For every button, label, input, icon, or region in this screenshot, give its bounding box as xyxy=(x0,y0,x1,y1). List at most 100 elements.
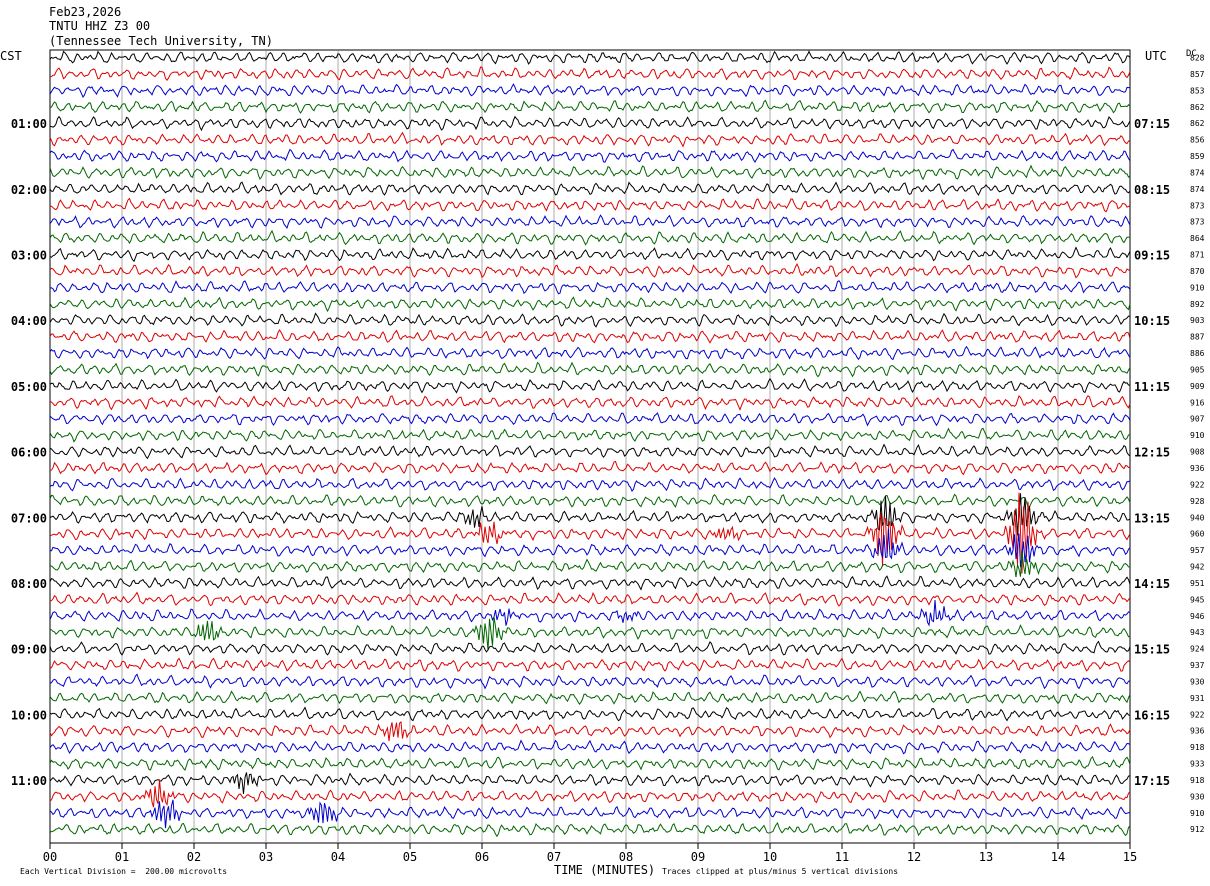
trace-line xyxy=(49,720,1131,741)
x-tick-label: 06 xyxy=(475,850,489,864)
trace-line xyxy=(49,131,1131,148)
x-tick-label: 15 xyxy=(1123,850,1137,864)
dc-offset-label: 887 xyxy=(1190,333,1205,342)
trace-line xyxy=(49,690,1131,706)
dc-offset-label: 931 xyxy=(1190,694,1205,703)
trace-line xyxy=(49,263,1131,279)
left-hour-label: 10:00 xyxy=(11,708,47,722)
station-location: (Tennessee Tech University, TN) xyxy=(49,34,273,48)
right-hour-label: 15:15 xyxy=(1134,643,1170,657)
trace-line xyxy=(49,412,1131,427)
right-hour-label: 14:15 xyxy=(1134,577,1170,591)
x-tick-label: 07 xyxy=(547,850,561,864)
right-hour-label: 13:15 xyxy=(1134,511,1170,525)
left-hour-label: 01:00 xyxy=(11,117,47,131)
left-hour-label: 08:00 xyxy=(11,577,47,591)
trace-line xyxy=(49,477,1131,492)
clip-note: Traces clipped at plus/minus 5 vertical … xyxy=(662,867,899,876)
dc-offset-label: 943 xyxy=(1190,628,1205,637)
x-tick-label: 09 xyxy=(691,850,705,864)
dc-offset-label: 930 xyxy=(1190,677,1205,686)
trace-line xyxy=(49,115,1131,132)
trace-line xyxy=(49,443,1131,460)
right-hour-label: 12:15 xyxy=(1134,446,1170,460)
trace-line xyxy=(49,599,1131,627)
dc-offset-label: 908 xyxy=(1190,448,1205,457)
trace-line xyxy=(49,591,1131,607)
x-tick-label: 10 xyxy=(763,850,777,864)
left-hour-label: 04:00 xyxy=(11,314,47,328)
trace-line xyxy=(49,493,1131,508)
x-tick-label: 05 xyxy=(403,850,417,864)
trace-line xyxy=(49,657,1131,672)
dc-offset-label: 928 xyxy=(1190,497,1205,506)
trace-line xyxy=(49,739,1131,755)
trace-line xyxy=(49,296,1131,313)
trace-line xyxy=(49,66,1131,82)
trace-line xyxy=(49,822,1131,838)
dc-offset-label: 951 xyxy=(1190,579,1205,588)
trace-line xyxy=(49,50,1131,65)
right-hour-label: 10:15 xyxy=(1134,314,1170,328)
x-tick-label: 11 xyxy=(835,850,849,864)
trace-line xyxy=(49,755,1131,771)
x-tick-label: 03 xyxy=(259,850,273,864)
dc-offset-label: 892 xyxy=(1190,300,1205,309)
trace-line xyxy=(49,197,1131,213)
dc-offset-label: 916 xyxy=(1190,398,1205,407)
right-hour-label: 09:15 xyxy=(1134,249,1170,263)
dc-offset-label: 936 xyxy=(1190,727,1205,736)
x-tick-label: 01 xyxy=(115,850,129,864)
trace-line xyxy=(49,640,1131,657)
dc-offset-label: 903 xyxy=(1190,316,1205,325)
dc-offset-label: 922 xyxy=(1190,480,1205,489)
left-hour-label: 06:00 xyxy=(11,446,47,460)
dc-offset-label: 945 xyxy=(1190,595,1205,604)
trace-line xyxy=(49,164,1131,181)
trace-line xyxy=(49,246,1131,263)
dc-offset-label: 924 xyxy=(1190,645,1205,654)
trace-line xyxy=(49,329,1131,344)
dc-offset-label: 922 xyxy=(1190,710,1205,719)
dc-offset-label: 859 xyxy=(1190,152,1205,161)
trace-line xyxy=(49,312,1131,328)
dc-offset-label: 905 xyxy=(1190,365,1205,374)
trace-line xyxy=(49,181,1131,196)
trace-line xyxy=(49,772,1131,794)
dc-offset-label: 871 xyxy=(1190,251,1205,260)
right-hour-label: 11:15 xyxy=(1134,380,1170,394)
dc-offset-label: 870 xyxy=(1190,267,1205,276)
right-hour-label: 17:15 xyxy=(1134,774,1170,788)
dc-offset-label: 873 xyxy=(1190,201,1205,210)
dc-offset-label: 873 xyxy=(1190,218,1205,227)
plot-date: Feb23,2026 xyxy=(49,5,122,19)
right-hour-label: 08:15 xyxy=(1134,183,1170,197)
x-tick-label: 08 xyxy=(619,850,633,864)
trace-line xyxy=(49,706,1131,722)
dc-offset-label: 936 xyxy=(1190,464,1205,473)
dc-offset-label: 957 xyxy=(1190,546,1205,555)
dc-offset-label: 940 xyxy=(1190,513,1205,522)
x-tick-label: 04 xyxy=(331,850,345,864)
dc-offset-label: 874 xyxy=(1190,185,1205,194)
dc-offset-label: 874 xyxy=(1190,168,1205,177)
left-axis-title: CST xyxy=(0,49,22,63)
dc-offset-label: 930 xyxy=(1190,792,1205,801)
trace-line xyxy=(49,395,1131,411)
trace-line xyxy=(49,551,1131,578)
dc-offset-label: 933 xyxy=(1190,760,1205,769)
dc-offset-label: 828 xyxy=(1190,54,1205,63)
trace-line xyxy=(49,460,1131,476)
dc-offset-label: 907 xyxy=(1190,415,1205,424)
trace-line xyxy=(49,779,1131,808)
trace-line xyxy=(49,280,1131,295)
dc-offset-label: 853 xyxy=(1190,86,1205,95)
trace-line xyxy=(49,361,1131,378)
trace-line xyxy=(49,83,1131,98)
dc-offset-label: 960 xyxy=(1190,530,1205,539)
dc-offset-label: 862 xyxy=(1190,103,1205,112)
dc-offset-label: 857 xyxy=(1190,70,1205,79)
dc-title: DC xyxy=(1186,49,1197,59)
x-tick-label: 14 xyxy=(1051,850,1065,864)
